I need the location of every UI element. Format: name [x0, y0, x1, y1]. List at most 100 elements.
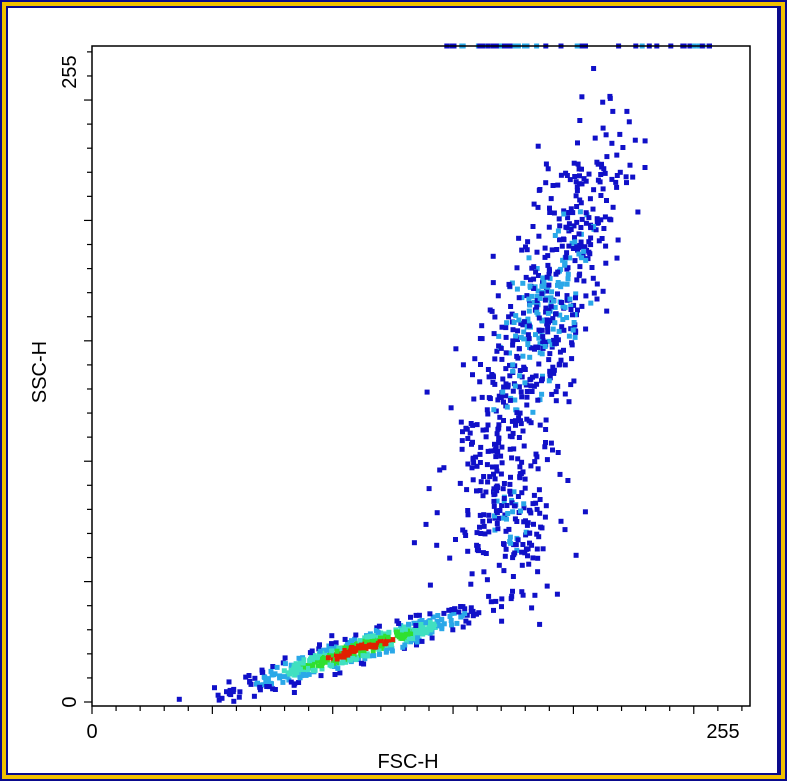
data-point	[518, 335, 524, 340]
data-point	[415, 635, 421, 641]
data-point	[361, 650, 367, 656]
data-point	[419, 638, 425, 644]
data-point	[511, 320, 517, 325]
data-point	[493, 464, 499, 470]
data-point	[439, 617, 445, 623]
data-point	[620, 145, 626, 150]
data-point	[503, 393, 509, 399]
data-point	[520, 353, 526, 359]
data-point	[246, 673, 252, 678]
data-point	[600, 99, 606, 105]
data-point	[272, 687, 278, 692]
data-point	[571, 302, 577, 308]
data-point	[521, 519, 527, 525]
data-point	[513, 407, 519, 413]
data-point	[581, 278, 587, 284]
data-point	[492, 491, 498, 497]
data-point	[409, 631, 415, 637]
data-point	[544, 457, 550, 463]
data-point	[477, 379, 483, 385]
data-point	[571, 378, 577, 384]
data-point	[495, 293, 501, 299]
data-point	[603, 243, 609, 249]
data-point	[370, 637, 376, 643]
data-point	[427, 582, 433, 588]
data-point	[575, 161, 581, 167]
data-point	[507, 539, 513, 544]
data-point	[534, 294, 540, 299]
data-point	[594, 220, 600, 226]
data-point	[441, 621, 447, 627]
data-point	[459, 446, 465, 452]
data-point	[517, 474, 523, 480]
data-point	[512, 383, 518, 389]
data-point	[525, 546, 531, 552]
data-point	[524, 522, 530, 528]
data-point	[507, 481, 513, 487]
data-point	[424, 389, 430, 395]
data-point	[482, 531, 488, 537]
data-point	[498, 453, 504, 459]
data-point	[459, 438, 465, 444]
data-point	[553, 389, 559, 395]
data-point	[513, 418, 518, 424]
data-point	[547, 268, 552, 274]
data-point	[260, 669, 266, 675]
data-point	[614, 184, 620, 190]
data-point	[374, 625, 380, 631]
data-point	[569, 240, 575, 246]
data-point	[537, 510, 543, 516]
data-point	[370, 648, 376, 654]
data-point	[469, 571, 475, 577]
data-point	[507, 283, 513, 289]
data-point	[590, 275, 596, 281]
data-point	[562, 391, 568, 397]
data-point	[523, 274, 529, 280]
data-point	[565, 215, 571, 221]
data-point	[502, 512, 508, 518]
data-point	[500, 486, 506, 492]
data-point	[379, 643, 385, 649]
data-point	[496, 422, 502, 428]
data-point	[486, 593, 492, 599]
data-point	[503, 325, 509, 331]
data-point	[562, 527, 568, 533]
data-point	[492, 527, 498, 533]
data-point	[529, 542, 535, 548]
data-point	[378, 630, 384, 636]
data-point	[272, 671, 278, 677]
data-point	[494, 488, 500, 494]
data-point	[376, 635, 381, 641]
data-point	[573, 291, 579, 297]
data-point	[508, 491, 514, 497]
data-point	[552, 341, 558, 347]
data-point	[333, 640, 339, 646]
data-point	[526, 296, 532, 302]
data-point	[406, 621, 411, 627]
data-point	[479, 394, 485, 400]
data-point	[522, 485, 528, 491]
data-point	[366, 642, 372, 648]
data-point	[453, 537, 458, 542]
data-point	[375, 629, 381, 635]
data-point	[319, 666, 325, 672]
data-point	[554, 591, 560, 597]
data-point	[555, 280, 561, 285]
data-point	[353, 632, 359, 638]
data-point	[525, 316, 531, 322]
data-point	[543, 161, 549, 167]
data-point	[386, 629, 392, 635]
data-point	[474, 422, 480, 428]
data-point	[501, 496, 507, 501]
data-point	[332, 664, 338, 669]
data-point	[388, 645, 394, 651]
data-point	[539, 391, 545, 397]
data-point	[517, 368, 523, 373]
data-point	[579, 216, 585, 222]
data-point	[546, 282, 552, 288]
data-point	[519, 549, 525, 555]
data-point	[560, 303, 566, 309]
data-point	[546, 224, 552, 230]
data-point	[568, 382, 574, 388]
data-point	[519, 589, 525, 595]
